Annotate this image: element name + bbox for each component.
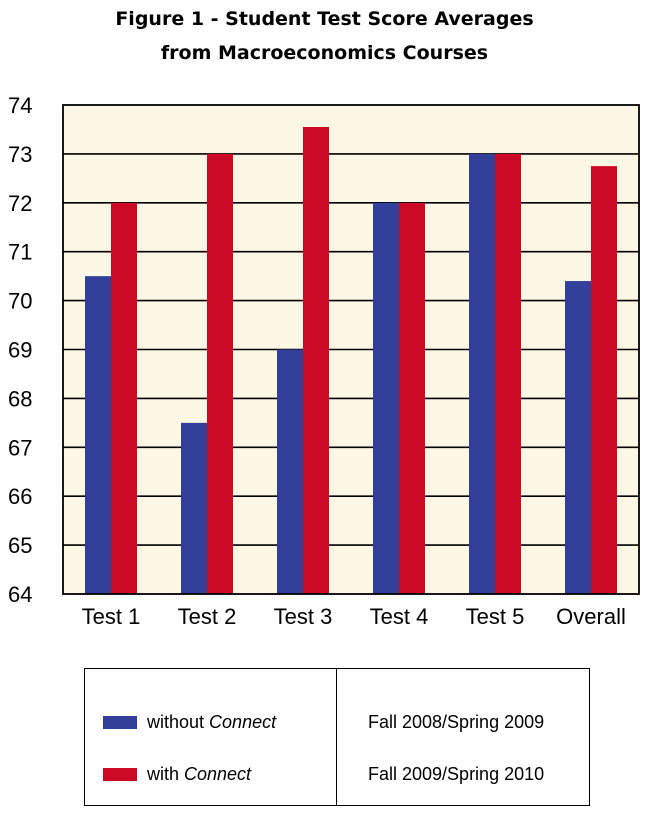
legend-period-1: Fall 2008/Spring 2009 bbox=[368, 711, 545, 732]
bar bbox=[85, 276, 111, 594]
bar bbox=[207, 153, 233, 594]
x-tick-label: Test 5 bbox=[466, 604, 525, 629]
bar bbox=[565, 281, 591, 594]
y-tick-label: 68 bbox=[8, 386, 32, 411]
y-tick-label: 66 bbox=[8, 484, 32, 509]
legend-period-2: Fall 2009/Spring 2010 bbox=[368, 763, 545, 784]
legend-period-row-1: Fall 2008/Spring 2009 bbox=[337, 696, 589, 748]
chart-title-line-1: Figure 1 - Student Test Score Averages bbox=[115, 8, 534, 30]
bar bbox=[181, 422, 207, 594]
bar bbox=[303, 127, 329, 594]
legend: without Connect with Connect Fall 2008/S… bbox=[84, 668, 590, 806]
bar bbox=[399, 202, 425, 595]
bar bbox=[469, 153, 495, 594]
legend-period-column: Fall 2008/Spring 2009 Fall 2009/Spring 2… bbox=[337, 669, 589, 805]
y-tick-label: 74 bbox=[8, 93, 32, 118]
x-tick-label: Overall bbox=[556, 604, 626, 629]
y-tick-label: 71 bbox=[8, 240, 32, 265]
y-tick-label: 67 bbox=[8, 435, 32, 460]
y-tick-label: 70 bbox=[8, 289, 32, 314]
x-tick-label: Test 1 bbox=[82, 604, 141, 629]
bar bbox=[277, 349, 303, 594]
legend-swatch-without-connect bbox=[103, 715, 137, 729]
legend-item-without-connect: without Connect bbox=[85, 696, 336, 748]
legend-series-column: without Connect with Connect bbox=[85, 669, 337, 805]
bar bbox=[373, 202, 399, 595]
bar bbox=[495, 153, 521, 594]
y-tick-label: 73 bbox=[8, 142, 32, 167]
y-tick-label: 64 bbox=[8, 582, 32, 607]
legend-label-with-connect: with Connect bbox=[147, 763, 252, 784]
chart-title-line-2: from Macroeconomics Courses bbox=[160, 42, 489, 64]
x-tick-label: Test 2 bbox=[178, 604, 237, 629]
y-tick-label: 65 bbox=[8, 533, 32, 558]
legend-period-row-2: Fall 2009/Spring 2010 bbox=[337, 748, 589, 800]
y-tick-label: 72 bbox=[8, 191, 32, 216]
x-tick-label: Test 4 bbox=[370, 604, 429, 629]
y-tick-label: 69 bbox=[8, 338, 32, 363]
chart-title: Figure 1 - Student Test Score Averages f… bbox=[0, 2, 649, 70]
legend-item-with-connect: with Connect bbox=[85, 748, 336, 800]
legend-swatch-with-connect bbox=[103, 767, 137, 781]
bar bbox=[591, 166, 617, 594]
bar bbox=[111, 202, 137, 595]
legend-label-without-connect: without Connect bbox=[147, 711, 277, 732]
bar-chart: 64 65 66 67 68 69 70 71 72 73 74 Test 1 Test 2 Test 3… bbox=[8, 93, 640, 629]
plot-border bbox=[62, 104, 640, 595]
x-tick-label: Test 3 bbox=[274, 604, 333, 629]
